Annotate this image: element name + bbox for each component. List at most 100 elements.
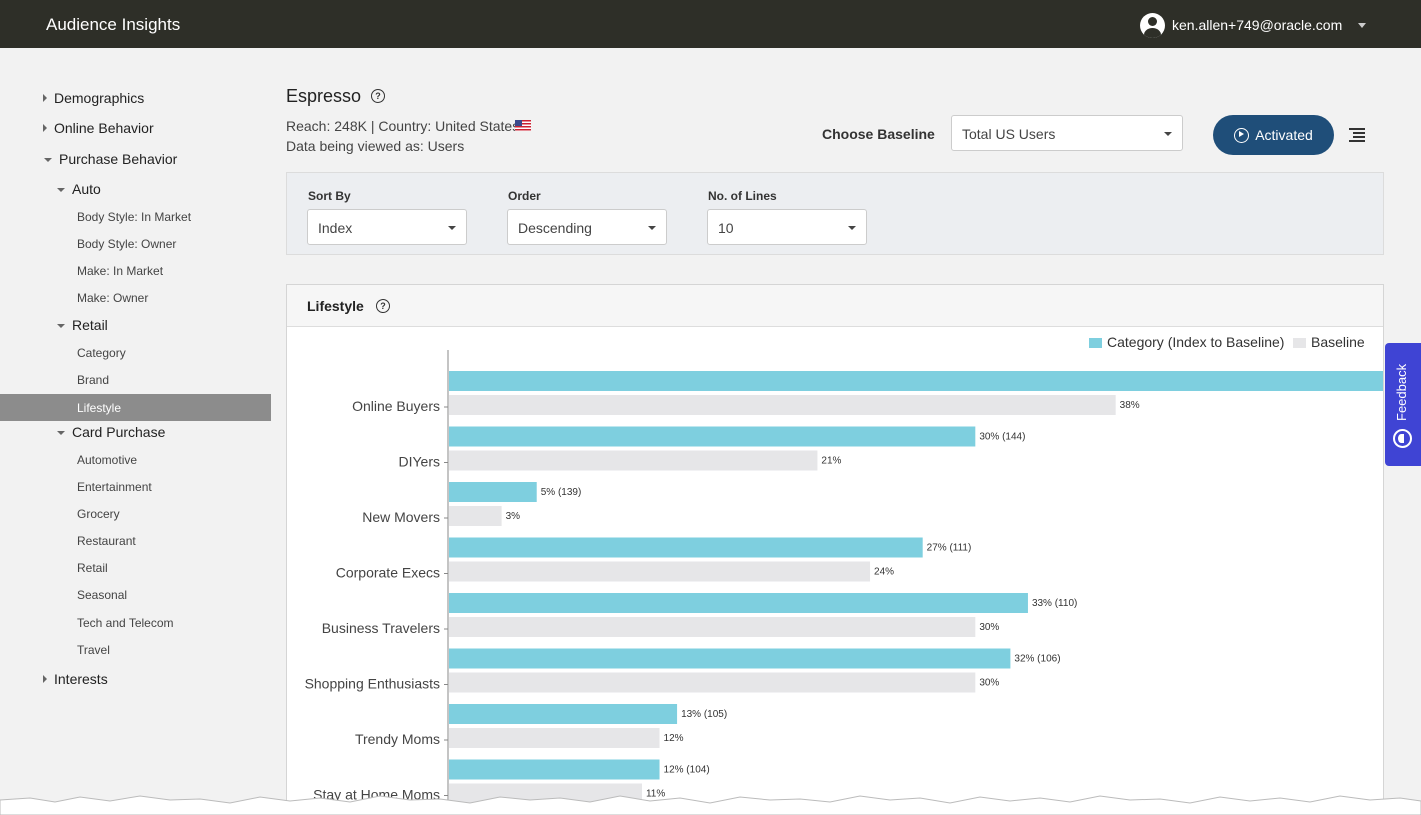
legend-entry: Baseline — [1311, 334, 1365, 350]
data-label: 30% — [979, 622, 999, 633]
sidebar-item-label: Interests — [54, 671, 108, 687]
sidebar-item-retail-card[interactable]: Retail — [77, 561, 108, 575]
sidebar-item-label: Retail — [72, 317, 108, 333]
chart-header: Lifestyle ? — [287, 285, 1383, 327]
sidebar-item-label: Card Purchase — [72, 424, 166, 440]
order-label: Order — [508, 189, 541, 203]
list-menu-icon[interactable] — [1349, 127, 1365, 143]
category-bar — [449, 482, 537, 502]
data-label: 3% — [506, 511, 521, 522]
sidebar: Demographics Online Behavior Purchase Be… — [0, 82, 271, 815]
sidebar-item-tech-and-telecom[interactable]: Tech and Telecom — [77, 616, 174, 630]
us-flag-icon — [515, 120, 531, 131]
caret-right-icon — [43, 675, 47, 683]
data-label: 24% — [874, 567, 894, 578]
filter-panel: Sort By Index Order Descending No. of Li… — [286, 172, 1384, 255]
sidebar-item-category[interactable]: Category — [77, 346, 126, 360]
page-title: Espresso — [286, 86, 362, 106]
category-bar — [449, 371, 1383, 391]
chevron-down-icon — [448, 226, 456, 230]
order-value: Descending — [518, 220, 592, 236]
user-avatar-icon — [1140, 12, 1165, 38]
order-select[interactable]: Descending — [507, 209, 667, 245]
caret-right-icon — [43, 94, 47, 102]
caret-down-icon — [44, 158, 52, 162]
y-tick-label: Shopping Enthusiasts — [305, 676, 440, 692]
category-bar — [449, 593, 1028, 613]
data-label: 27% (111) — [927, 543, 972, 554]
user-menu[interactable]: ken.allen+749@oracle.com — [1140, 12, 1367, 38]
data-label: 13% (105) — [681, 709, 727, 720]
viewed-as-text: Data being viewed as: Users — [286, 138, 465, 154]
sidebar-item-online-behavior[interactable]: Online Behavior — [43, 120, 154, 136]
activated-button-label: Activated — [1255, 127, 1313, 143]
caret-down-icon — [57, 431, 65, 435]
lifestyle-bar-chart: Category (Index to Baseline) Baseline Onli… — [305, 334, 1383, 815]
category-bar — [449, 648, 1011, 669]
caret-down-icon — [57, 188, 65, 192]
sidebar-item-label: Auto — [72, 181, 101, 197]
sidebar-item-make-owner[interactable]: Make: Owner — [77, 291, 149, 305]
user-email: ken.allen+749@oracle.com — [1172, 17, 1343, 33]
legend-entry: Category (Index to Baseline) — [1107, 334, 1284, 350]
help-icon[interactable]: ? — [376, 299, 390, 313]
y-tick-label: DIYers — [398, 454, 440, 470]
baseline-bar — [449, 395, 1116, 415]
sidebar-item-card-purchase[interactable]: Card Purchase — [57, 424, 165, 440]
data-label: 38% — [1120, 400, 1140, 411]
activated-button[interactable]: Activated — [1213, 115, 1334, 155]
data-label: 12% — [664, 733, 684, 744]
chart-title: Lifestyle — [307, 298, 364, 314]
feedback-tab[interactable]: Feedback — [1385, 343, 1421, 466]
torn-edge — [0, 795, 1421, 815]
sidebar-item-entertainment[interactable]: Entertainment — [77, 480, 152, 494]
sidebar-item-lifestyle[interactable]: Lifestyle — [0, 394, 271, 421]
sidebar-item-restaurant[interactable]: Restaurant — [77, 534, 136, 548]
sidebar-item-demographics[interactable]: Demographics — [43, 90, 144, 106]
baseline-select[interactable]: Total US Users — [951, 115, 1183, 151]
data-label: 30% — [979, 678, 999, 689]
sidebar-item-body-style-owner[interactable]: Body Style: Owner — [77, 237, 177, 251]
baseline-bar — [449, 728, 660, 748]
sidebar-item-grocery[interactable]: Grocery — [77, 507, 120, 521]
category-bar — [449, 537, 923, 558]
sidebar-item-travel[interactable]: Travel — [77, 643, 110, 657]
sidebar-item-label: Demographics — [54, 90, 145, 106]
y-tick-label: Business Travelers — [322, 620, 440, 636]
sidebar-item-body-style-in-market[interactable]: Body Style: In Market — [77, 210, 192, 224]
sort-by-value: Index — [318, 220, 353, 236]
sidebar-item-interests[interactable]: Interests — [43, 671, 108, 687]
category-bar — [449, 704, 678, 724]
baseline-bar — [449, 506, 502, 526]
category-bar — [449, 759, 660, 780]
chart-panel: Lifestyle ? Category (Index to Baseline)… — [286, 284, 1384, 815]
caret-down-icon — [57, 324, 65, 328]
sidebar-item-auto[interactable]: Auto — [57, 181, 101, 197]
y-tick-label: New Movers — [362, 509, 440, 525]
baseline-bar — [449, 672, 976, 693]
choose-baseline-label: Choose Baseline — [822, 126, 935, 142]
lines-value: 10 — [718, 220, 734, 236]
sidebar-item-purchase-behavior[interactable]: Purchase Behavior — [44, 151, 177, 167]
sidebar-item-seasonal[interactable]: Seasonal — [77, 588, 128, 602]
data-label: 21% — [821, 456, 841, 467]
help-icon[interactable]: ? — [371, 89, 385, 103]
lines-select[interactable]: 10 — [707, 209, 867, 245]
data-label: 33% (110) — [1032, 598, 1077, 609]
sidebar-item-retail[interactable]: Retail — [57, 317, 108, 333]
chevron-down-icon — [1164, 132, 1172, 136]
sidebar-item-automotive[interactable]: Automotive — [77, 453, 138, 467]
sort-by-select[interactable]: Index — [307, 209, 467, 245]
chevron-down-icon — [1358, 22, 1367, 28]
feedback-label: Feedback — [1394, 363, 1409, 421]
y-tick-label: Trendy Moms — [355, 731, 440, 747]
data-label: 5% (139) — [541, 487, 582, 498]
chevron-down-icon — [648, 226, 656, 230]
baseline-bar — [449, 450, 818, 471]
sidebar-item-brand[interactable]: Brand — [77, 373, 110, 387]
data-label: 32% (106) — [1014, 654, 1060, 665]
y-tick-label: Corporate Execs — [336, 565, 440, 581]
data-label: 30% (144) — [979, 432, 1025, 443]
sidebar-item-make-in-market[interactable]: Make: In Market — [77, 264, 164, 278]
y-tick-label: Stay at Home Moms — [313, 787, 440, 803]
